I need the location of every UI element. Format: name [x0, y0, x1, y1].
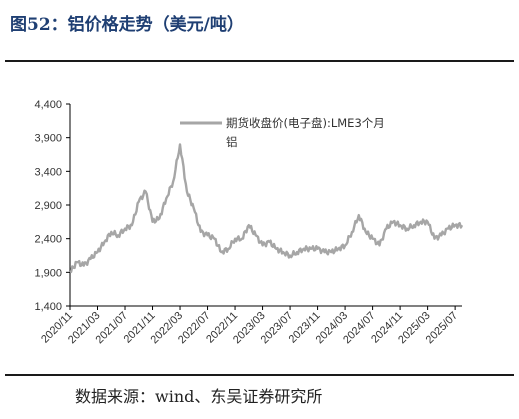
figure-title: 图52：铝价格走势（美元/吨） — [10, 15, 244, 35]
y-tick-label: 2,900 — [34, 200, 62, 212]
y-tick-label: 1,400 — [34, 301, 62, 313]
bottom-rule — [5, 374, 514, 376]
top-rule — [5, 60, 514, 62]
y-tick-label: 1,900 — [34, 267, 62, 279]
y-tick-label: 2,400 — [34, 234, 62, 246]
legend-label: 期货收盘价(电子盘):LME3个月 — [226, 116, 385, 130]
series-line — [69, 143, 464, 274]
source-note: 数据来源：wind、东吴证券研究所 — [75, 387, 323, 406]
legend-label-continued: 铝 — [226, 135, 238, 149]
y-tick-label: 3,400 — [34, 166, 62, 178]
plot-area — [69, 143, 464, 274]
y-tick-label: 3,900 — [34, 133, 62, 145]
y-tick-label: 4,400 — [34, 99, 62, 111]
chart-axes — [66, 103, 462, 310]
